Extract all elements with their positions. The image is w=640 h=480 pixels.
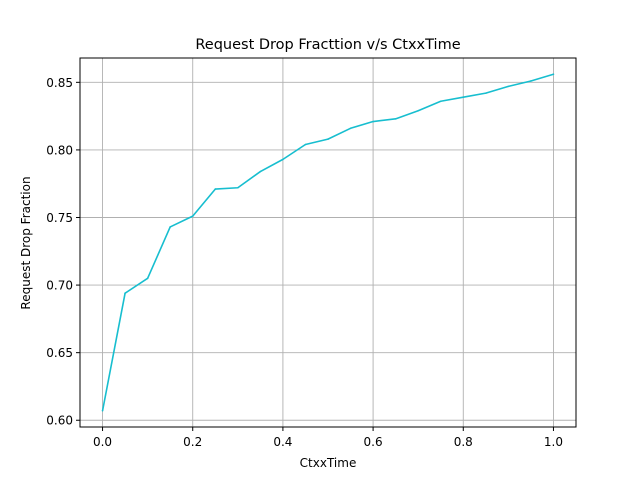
data-point bbox=[485, 92, 487, 94]
x-tick-label: 0.0 bbox=[93, 435, 112, 449]
data-point bbox=[169, 226, 171, 228]
y-tick-label: 0.65 bbox=[46, 346, 73, 360]
data-point bbox=[214, 188, 217, 190]
y-tick-label: 0.85 bbox=[46, 76, 73, 90]
x-tick-label: 1.0 bbox=[544, 435, 563, 449]
data-point bbox=[304, 143, 307, 146]
data-point bbox=[530, 80, 532, 82]
axes-frame bbox=[79, 57, 577, 428]
chart-title: Request Drop Fracttion v/s CtxxTime bbox=[195, 37, 460, 53]
data-point bbox=[237, 186, 239, 189]
x-tick-label: 0.6 bbox=[364, 435, 383, 449]
y-tick-label: 0.60 bbox=[46, 414, 73, 428]
data-point bbox=[124, 292, 126, 294]
x-axis-title: CtxxTime bbox=[300, 456, 357, 470]
data-point bbox=[349, 127, 352, 130]
series-layer bbox=[101, 73, 555, 412]
data-point bbox=[552, 73, 555, 76]
data-point bbox=[417, 109, 419, 112]
y-tick-label: 0.80 bbox=[46, 143, 73, 157]
data-point bbox=[439, 100, 442, 103]
data-point bbox=[282, 158, 284, 161]
data-point bbox=[191, 215, 194, 217]
data-point bbox=[259, 170, 262, 173]
y-axis-title: Request Drop Fraction bbox=[19, 176, 33, 309]
grid-lines bbox=[80, 58, 576, 427]
data-point bbox=[507, 85, 510, 88]
y-tick-label: 0.75 bbox=[46, 211, 73, 225]
data-point bbox=[394, 118, 397, 120]
data-point bbox=[327, 138, 329, 140]
y-tick-label: 0.70 bbox=[46, 279, 73, 293]
x-tick-label: 0.4 bbox=[273, 435, 292, 449]
data-point bbox=[462, 96, 465, 98]
x-tick-label: 0.8 bbox=[454, 435, 473, 449]
data-point bbox=[372, 120, 374, 123]
data-point bbox=[146, 277, 149, 280]
x-tick-label: 0.2 bbox=[183, 435, 202, 449]
data-point bbox=[101, 409, 104, 412]
tick-layer: 0.0 0.2 0.4 0.6 0.8 1.0 0.60 0.65 0.70 0.75 0.80 0.… bbox=[46, 76, 563, 449]
